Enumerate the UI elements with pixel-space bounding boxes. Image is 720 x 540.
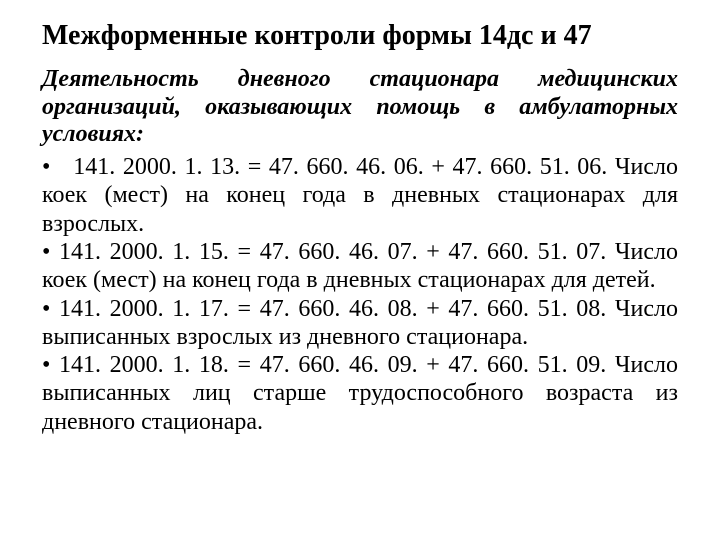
list-item: • 141. 2000. 1. 13. = 47. 660. 46. 06. +… — [42, 153, 678, 238]
page-title: Межформенные контроли формы 14дс и 47 — [42, 20, 678, 52]
document-page: Межформенные контроли формы 14дс и 47 Де… — [0, 0, 720, 436]
list-item: • 141. 2000. 1. 18. = 47. 660. 46. 09. +… — [42, 351, 678, 436]
body-text: • 141. 2000. 1. 13. = 47. 660. 46. 06. +… — [42, 153, 678, 436]
list-item: • 141. 2000. 1. 17. = 47. 660. 46. 08. +… — [42, 295, 678, 352]
subtitle: Деятельность дневного стационара медицин… — [42, 66, 678, 149]
list-item: • 141. 2000. 1. 15. = 47. 660. 46. 07. +… — [42, 238, 678, 295]
